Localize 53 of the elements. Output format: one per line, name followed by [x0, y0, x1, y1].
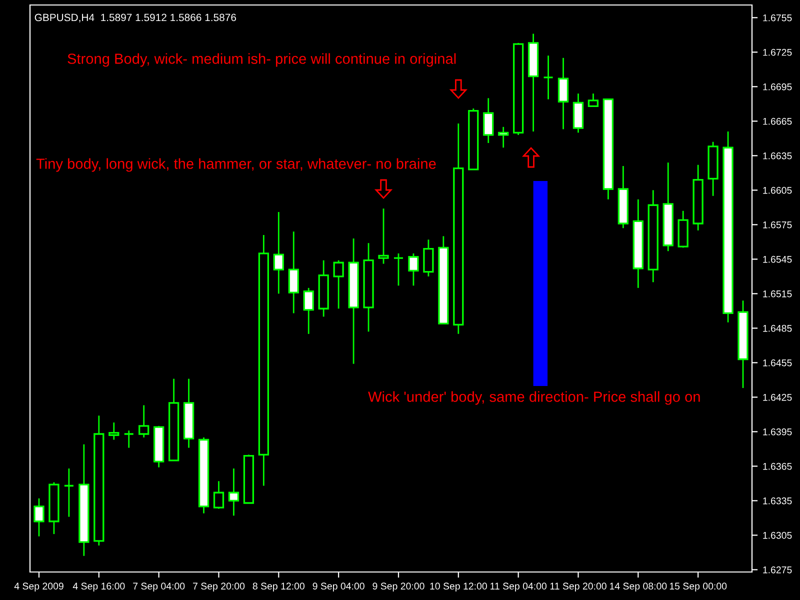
- candlestick: [333, 260, 344, 310]
- candlestick: [228, 468, 240, 516]
- y-tick-label: 1.6665: [763, 118, 792, 125]
- candlestick: [138, 404, 150, 438]
- y-tick-label: 1.6485: [763, 324, 792, 332]
- y-tick-label: 1.6425: [763, 394, 792, 401]
- annotation: Strong Body, wick- medium ish- price will continue in original: [68, 53, 456, 67]
- candlestick: [423, 238, 434, 278]
- y-tick-label: 1.6755: [763, 14, 792, 22]
- candlestick: [64, 468, 74, 518]
- y-tick-label: 1.6545: [763, 256, 792, 263]
- y-tick-label: 1.6635: [763, 152, 792, 160]
- x-tick-label: 11 Sep 04:00: [490, 582, 547, 592]
- candlestick: [498, 126, 509, 148]
- y-tick-label: 1.6515: [763, 290, 792, 298]
- x-tick-label: 14 Sep 08:00: [610, 582, 667, 592]
- candlestick: [588, 92, 599, 108]
- y-tick-label: 1.6695: [763, 83, 792, 90]
- x-tick-label: 9 Sep 04:00: [312, 582, 364, 592]
- y-tick-label: 1.6365: [763, 462, 792, 470]
- candlestick: [303, 287, 314, 335]
- candlestick: [542, 54, 554, 100]
- x-tick-label: 7 Sep 20:00: [193, 582, 245, 592]
- candlestick: [558, 57, 569, 130]
- candlestick: [213, 480, 224, 510]
- candlestick: [124, 430, 134, 448]
- candlestick: [34, 498, 44, 538]
- y-tick-label: 1.6395: [763, 428, 792, 436]
- x-tick-label: 4 Sep 2009: [14, 582, 64, 592]
- x-tick-label: 7 Sep 04:00: [133, 582, 185, 592]
- y-tick-label: 1.6335: [763, 497, 792, 504]
- candlestick: [108, 422, 120, 440]
- y-tick-label: 1.6455: [763, 359, 792, 366]
- candlestick: [273, 211, 284, 294]
- candlestick: [408, 252, 419, 286]
- y-tick-label: 1.6725: [763, 48, 792, 56]
- candlestick: [378, 208, 389, 264]
- text: GBPUSD,H4 1.5897 1.5912 1.5866 1.5876: [34, 14, 236, 22]
- x-tick-label: 4 Sep 16:00: [72, 582, 125, 592]
- y-tick-label: 1.6605: [763, 186, 792, 194]
- x-tick-label: 11 Sep 20:00: [550, 582, 606, 592]
- annotation: Wick 'under' body, same direction- Price shall go on: [368, 391, 700, 405]
- x-tick-label: 10 Sep 12:00: [430, 582, 487, 592]
- candlestick: [288, 230, 299, 314]
- candlestick: [483, 97, 494, 144]
- candlestick: [393, 252, 404, 286]
- x-tick-label: 8 Sep 12:00: [252, 582, 304, 592]
- y-tick-label: 1.6305: [763, 532, 792, 539]
- y-tick-label: 1.6275: [763, 566, 792, 574]
- y-tick-label: 1.6575: [763, 221, 792, 228]
- x-tick-label: 9 Sep 20:00: [372, 582, 424, 592]
- annotation: Tiny body, long wick, the hammer, or star, whatever- no braine: [36, 158, 436, 172]
- x-tick-label: 15 Sep 00:00: [670, 582, 727, 592]
